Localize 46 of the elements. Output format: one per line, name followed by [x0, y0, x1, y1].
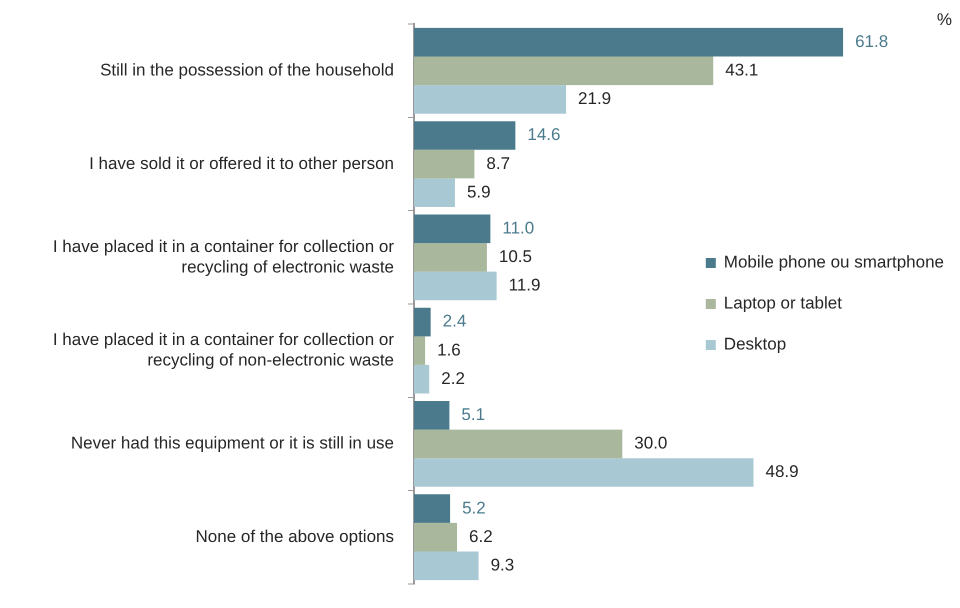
data-label: 43.1 [725, 60, 758, 80]
bar [414, 364, 430, 394]
legend-label: Laptop or tablet [724, 294, 842, 313]
data-label: 11.0 [502, 218, 534, 238]
data-label: 5.1 [461, 404, 486, 424]
bar [414, 522, 458, 552]
legend-label: Mobile phone ou smartphone [724, 252, 944, 272]
bar [414, 243, 487, 272]
bar [414, 214, 490, 244]
data-label: 2.2 [441, 368, 465, 388]
bar [414, 458, 754, 487]
bar [414, 85, 566, 114]
bar [414, 308, 431, 336]
bar [414, 150, 474, 178]
data-label: 10.5 [498, 247, 532, 266]
y-tick-label: I have sold it or offered it to other person [89, 154, 394, 173]
y-tick-label: I have placed it in a container for collection or recycling of non-electronic waste [52, 330, 394, 370]
data-label: 1.6 [437, 340, 461, 360]
bar [414, 336, 426, 365]
bar [414, 121, 516, 150]
data-label: 61.8 [855, 32, 888, 51]
bar [414, 178, 455, 208]
y-tick-label: I have placed it in a container for collection or recycling of electronic waste [52, 236, 394, 276]
data-label: 11.9 [508, 276, 540, 295]
bar [414, 430, 622, 458]
data-label: 21.9 [578, 89, 612, 108]
bar [414, 56, 714, 86]
bar [414, 28, 844, 57]
bar [414, 272, 497, 300]
legend-label: Desktop [724, 334, 786, 354]
data-label: 2.4 [442, 312, 466, 331]
data-label: 48.9 [766, 462, 799, 482]
text: % [936, 10, 952, 30]
data-label: 14.6 [527, 125, 560, 144]
bar [414, 401, 450, 430]
y-tick-label: Still in the possession of the household [100, 60, 394, 80]
data-label: 6.2 [469, 526, 493, 546]
data-label: 5.9 [466, 182, 491, 202]
y-tick-label: Never had this equipment or it is still in use [70, 434, 394, 453]
bar [414, 551, 479, 580]
data-label: 8.7 [486, 154, 510, 173]
data-label: 5.2 [462, 498, 486, 518]
bar [414, 494, 450, 523]
data-label: 9.3 [490, 555, 514, 574]
data-label: 30.0 [634, 434, 668, 453]
y-tick-label: None of the above options [196, 526, 394, 546]
